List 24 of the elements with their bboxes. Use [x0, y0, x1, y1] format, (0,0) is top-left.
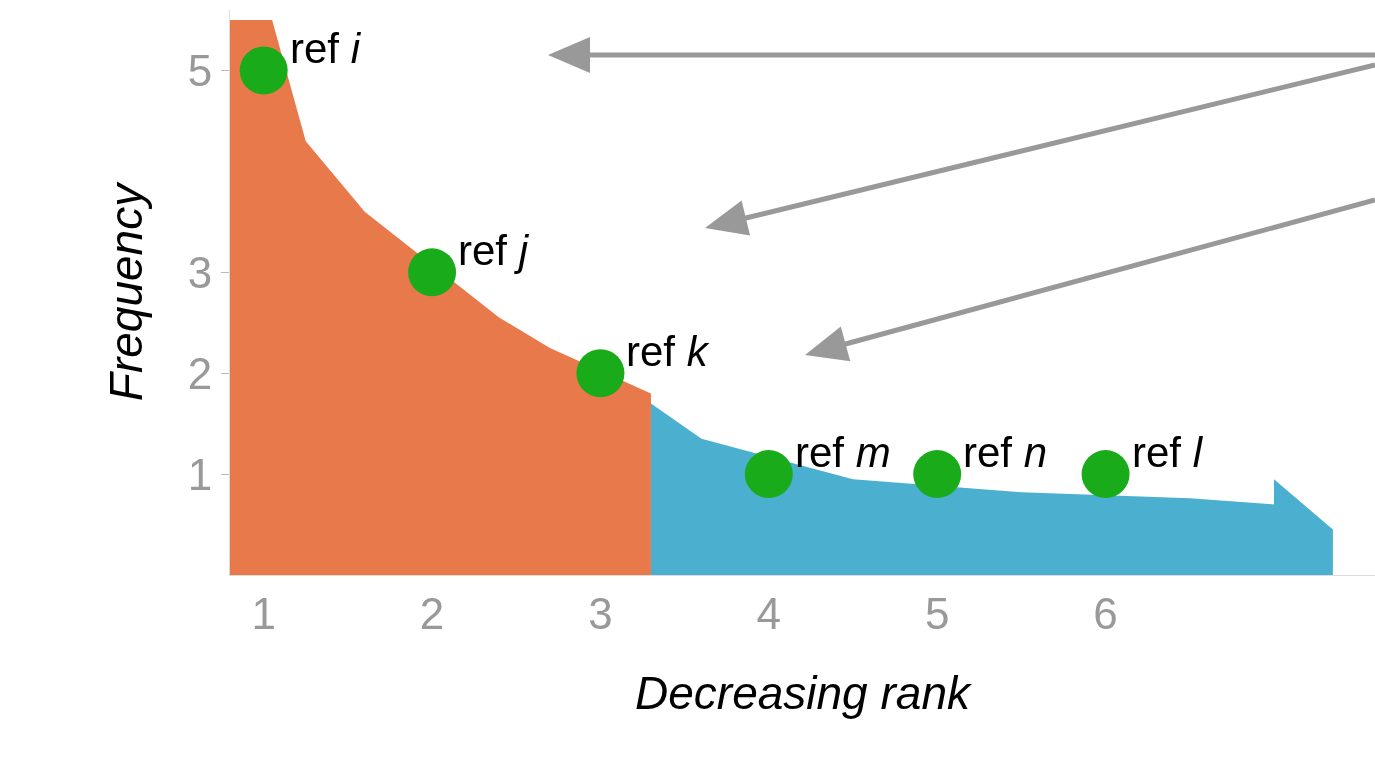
annotation: ref m	[795, 429, 891, 476]
x-tick-label: 2	[419, 588, 445, 638]
point	[408, 248, 457, 297]
y-tick-label: 3	[187, 247, 213, 297]
x-axis-title: Decreasing rank	[635, 667, 972, 720]
y-tick-label: 2	[187, 348, 213, 398]
x-tick-label: 4	[756, 588, 782, 638]
y-tick-label: 5	[187, 45, 213, 95]
annotation: ref l	[1132, 429, 1204, 476]
point	[576, 349, 625, 398]
point	[1081, 450, 1130, 499]
x-tick-label: 5	[924, 588, 950, 638]
annotation: ref n	[963, 429, 1048, 476]
x-tick-label: 1	[251, 588, 276, 638]
annotation: ref j	[458, 227, 530, 274]
annotation: ref i	[290, 25, 362, 72]
x-tick-label: 3	[588, 588, 613, 638]
point	[744, 450, 793, 499]
y-axis-title: Frequency	[100, 180, 153, 402]
point	[239, 46, 288, 95]
y-tick-label: 1	[187, 449, 213, 499]
point	[913, 450, 962, 499]
annotation: ref k	[626, 328, 710, 375]
x-tick-label: 6	[1093, 588, 1118, 638]
